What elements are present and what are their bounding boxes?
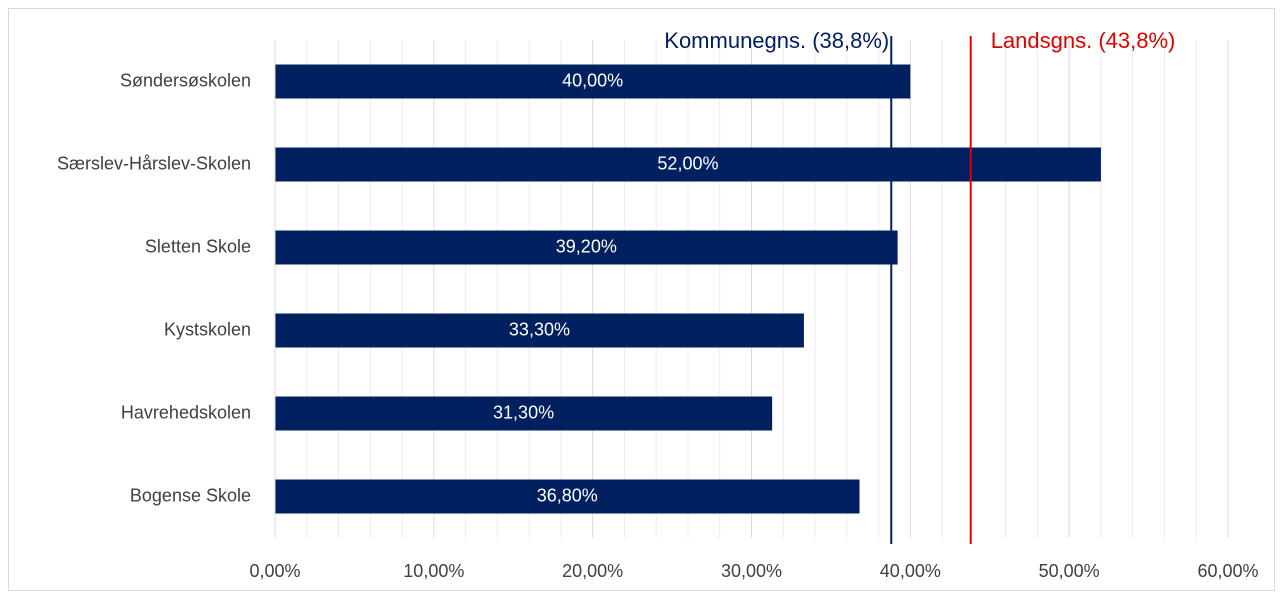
x-tick-label: 30,00%: [721, 561, 782, 581]
bar: [275, 479, 860, 514]
bar: [275, 396, 773, 431]
data-label: 31,30%: [493, 402, 554, 422]
y-tick-label: Bogense Skole: [130, 485, 251, 505]
reference-label: Kommunegns. (38,8%): [664, 28, 889, 53]
chart-border: [8, 8, 1275, 591]
x-tick-label: 60,00%: [1197, 561, 1258, 581]
data-label: 39,20%: [556, 236, 617, 256]
bar: [275, 313, 804, 348]
y-tick-label: Kystskolen: [164, 319, 251, 339]
bar: [275, 147, 1101, 182]
reference-label: Landsgns. (43,8%): [991, 28, 1176, 53]
x-tick-label: 40,00%: [880, 561, 941, 581]
y-tick-label: Særslev-Hårslev-Skolen: [57, 153, 251, 173]
x-tick-label: 0,00%: [249, 561, 300, 581]
y-tick-label: Havrehedskolen: [121, 402, 251, 422]
bar: [275, 230, 898, 265]
data-label: 40,00%: [562, 70, 623, 90]
x-tick-label: 10,00%: [403, 561, 464, 581]
bar: [275, 64, 911, 99]
x-tick-label: 20,00%: [562, 561, 623, 581]
data-label: 52,00%: [657, 153, 718, 173]
y-tick-label: Søndersøskolen: [120, 70, 251, 90]
y-tick-label: Sletten Skole: [145, 236, 251, 256]
x-tick-label: 50,00%: [1039, 561, 1100, 581]
data-label: 33,30%: [509, 319, 570, 339]
data-label: 36,80%: [537, 485, 598, 505]
